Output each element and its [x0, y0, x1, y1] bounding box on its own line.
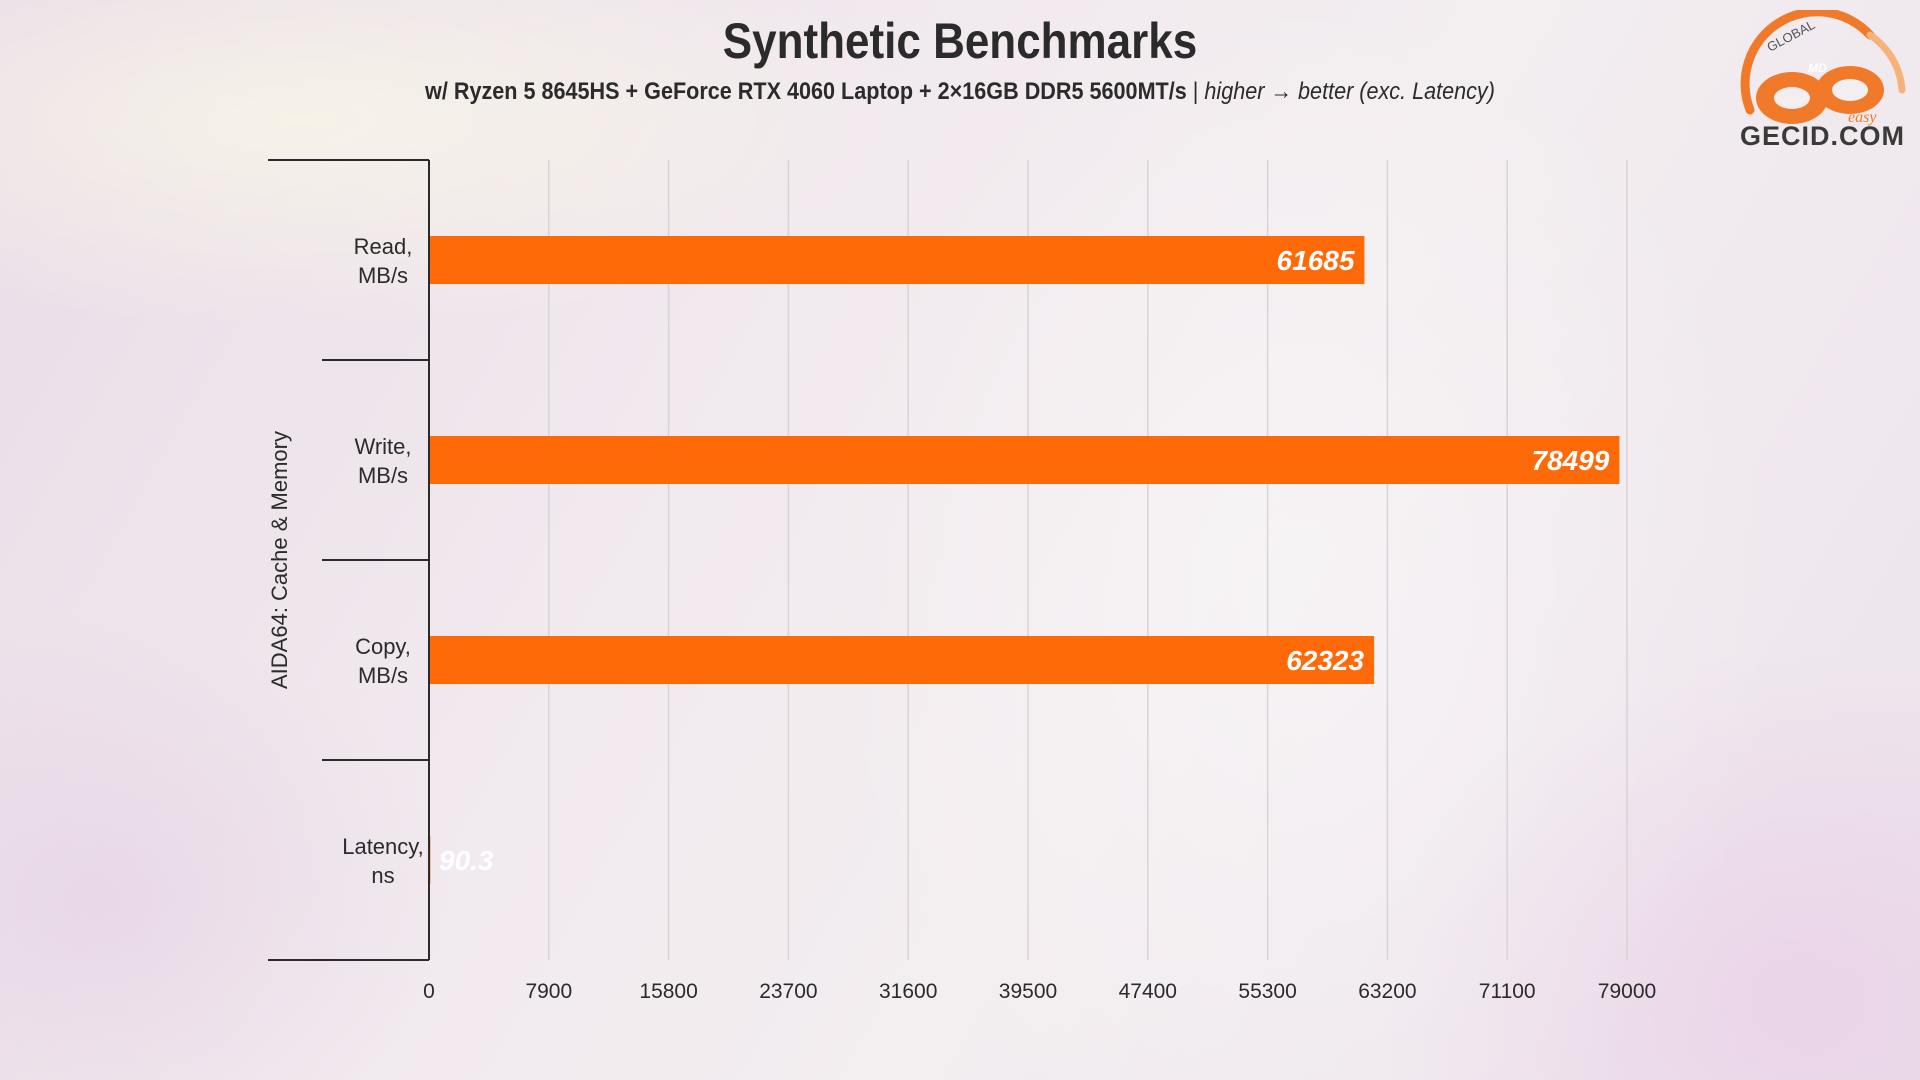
subtitle-config: w/ Ryzen 5 8645HS + GeForce RTX 4060 Lap…	[425, 78, 1187, 105]
bar	[429, 436, 1620, 484]
labels: 0 7900 15800 23700 31600 39500 47400 55300 63200…	[267, 234, 1656, 1003]
category-label: Copy, MB/s	[355, 634, 411, 688]
chart-subtitle: w/ Ryzen 5 8645HS + GeForce RTX 4060 Lap…	[96, 78, 1824, 106]
x-tick-label: 71100	[1479, 980, 1536, 1003]
axes	[268, 159, 430, 961]
value-label: 78499	[1532, 445, 1610, 476]
chart-title: Synthetic Benchmarks	[722, 13, 1198, 69]
x-tick-label: 15800	[639, 980, 697, 1003]
x-tick-label: 23700	[759, 980, 817, 1003]
y-group-label: AIDA64: Cache & Memory	[267, 431, 292, 689]
x-tick-label: 0	[423, 980, 435, 1003]
gridlines	[548, 160, 1628, 960]
x-tick-label: 47400	[1119, 980, 1177, 1003]
gecid-logo: GLOBAL MD easy	[1740, 10, 1906, 126]
x-tick-label: 63200	[1358, 980, 1416, 1003]
x-tick-label: 79000	[1598, 980, 1656, 1003]
subtitle-separator: |	[1186, 78, 1205, 105]
category-label: Latency, ns	[342, 834, 424, 888]
bar	[429, 636, 1375, 684]
value-label: 61685	[1277, 245, 1355, 276]
bars	[429, 236, 1620, 884]
x-tick-label: 39500	[999, 980, 1057, 1003]
value-label: 62323	[1286, 645, 1364, 676]
x-tick-label: 7900	[525, 980, 572, 1003]
category-label: Write, MB/s	[354, 434, 411, 488]
subtitle-note: higher → better (exc. Latency)	[1204, 78, 1495, 105]
logo-script-text: easy	[1848, 109, 1877, 126]
category-label: Read, MB/s	[354, 234, 413, 288]
logo-site-name: GECID.COM	[1740, 121, 1906, 151]
logo-badge-text: MD	[1808, 61, 1827, 75]
x-tick-label: 55300	[1238, 980, 1296, 1003]
x-tick-label: 31600	[879, 980, 937, 1003]
bar	[429, 236, 1365, 284]
value-label: 90.3	[439, 845, 494, 876]
